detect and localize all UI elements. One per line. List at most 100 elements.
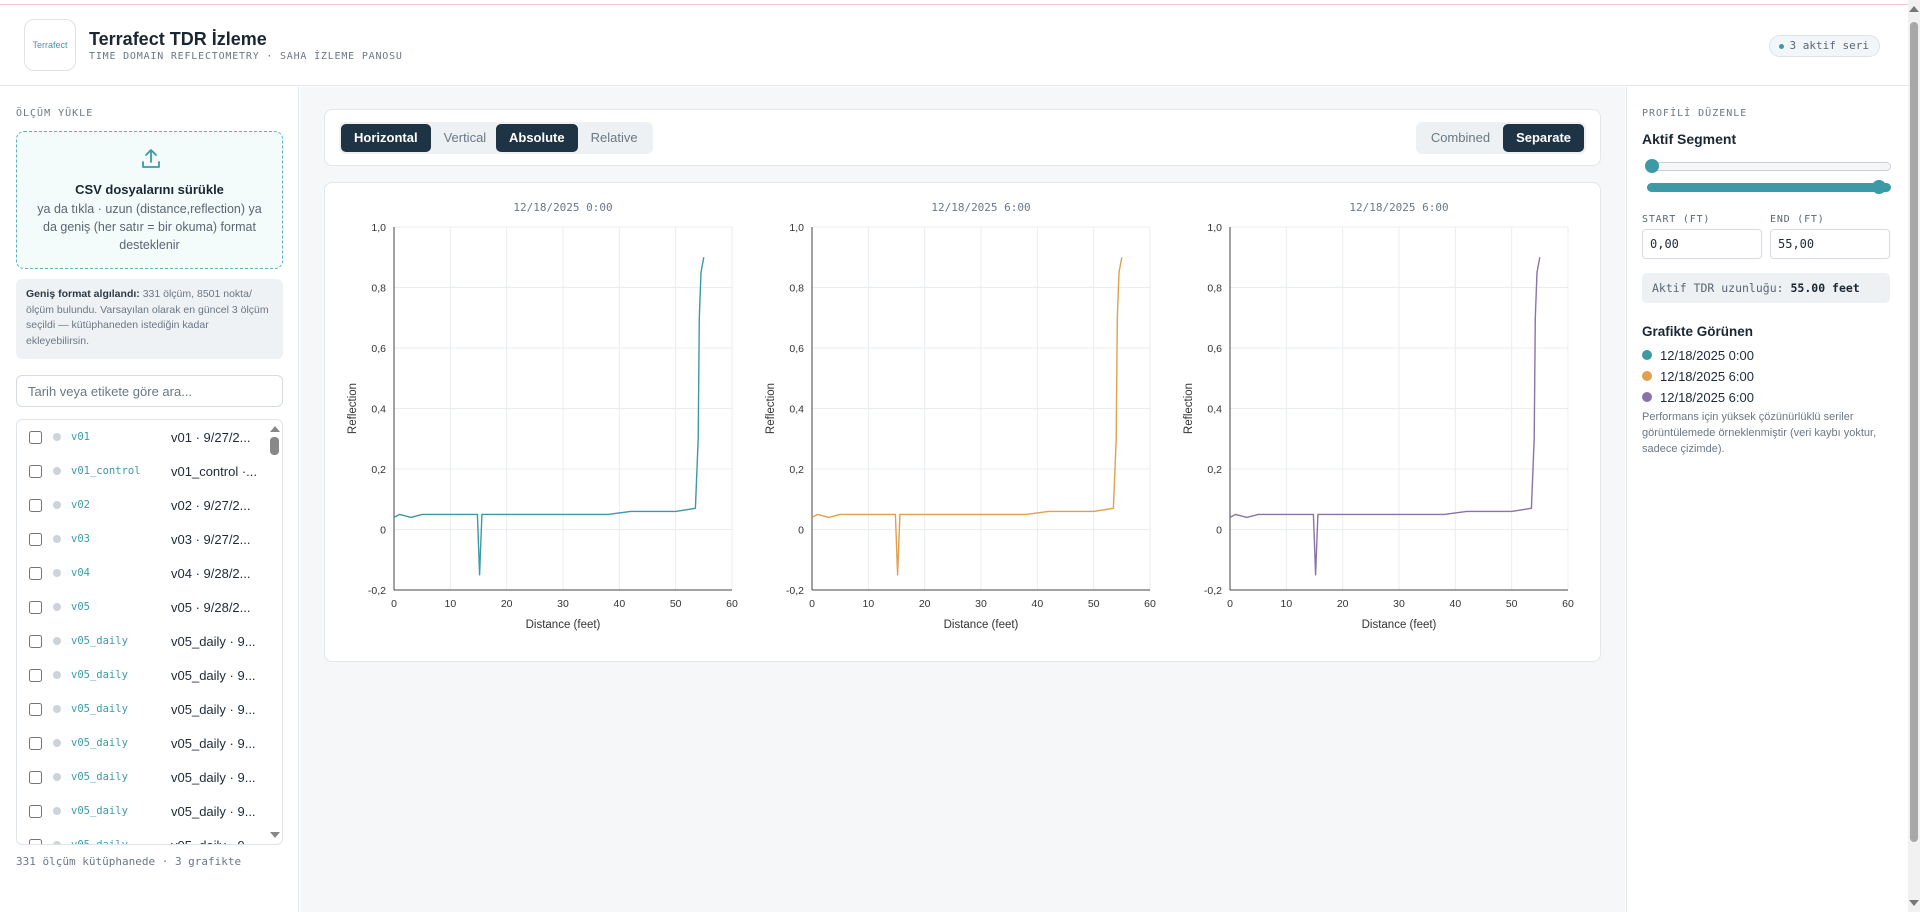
page-scroll-down-icon[interactable] [1909, 900, 1919, 906]
measurement-checkbox[interactable] [29, 838, 42, 844]
measurement-checkbox[interactable] [29, 498, 42, 512]
right-panel: PROFİLİ DÜZENLE Aktif Segment START (FT)… [1626, 87, 1908, 912]
series-color-dot [53, 807, 61, 815]
measurement-id: v01_control [71, 465, 141, 477]
legend-label: 12/18/2025 0:00 [1660, 347, 1754, 363]
measurement-row[interactable]: v05_daily v05_daily · 9... [17, 760, 282, 794]
page-scroll-thumb[interactable] [1910, 22, 1918, 842]
x-tick-label: 30 [1393, 598, 1405, 610]
measurement-checkbox[interactable] [29, 804, 42, 818]
page-scrollbar[interactable] [1908, 0, 1920, 912]
y-tick-label: 0 [798, 525, 804, 537]
measurement-checkbox[interactable] [29, 532, 42, 546]
y-tick-label: 0,6 [1207, 343, 1222, 355]
series-color-dot [53, 569, 61, 577]
y-tick-label: 1,0 [371, 222, 386, 234]
series-line [393, 257, 705, 576]
series-color-dot [53, 467, 61, 475]
measurement-label: v05_daily · 9... [171, 667, 256, 683]
y-tick-label: 1,0 [789, 222, 804, 234]
measurement-label: v05_daily · 9... [171, 803, 256, 819]
measurement-row[interactable]: v04 v04 · 9/28/2... [17, 556, 282, 590]
segment-start-slider[interactable] [1647, 162, 1891, 171]
scroll-down-arrow-icon[interactable] [270, 832, 280, 838]
measurement-row[interactable]: v05_daily v05_daily · 9... [17, 828, 282, 844]
separate-button[interactable]: Separate [1503, 124, 1584, 152]
x-tick-label: 0 [1227, 598, 1233, 610]
library-status: 331 ölçüm kütüphanede · 3 grafikte [16, 855, 242, 868]
y-tick-label: 0,2 [1207, 464, 1222, 476]
x-tick-label: 20 [501, 598, 513, 610]
measurement-id: v05_daily [71, 737, 128, 749]
list-scrollbar[interactable] [266, 420, 282, 844]
y-axis-label: Reflection [765, 383, 777, 434]
scroll-up-arrow-icon[interactable] [270, 426, 280, 432]
measurement-checkbox[interactable] [29, 600, 42, 614]
measurement-checkbox[interactable] [29, 702, 42, 716]
scroll-thumb[interactable] [270, 437, 279, 455]
measurement-row[interactable]: v02 v02 · 9/27/2... [17, 488, 282, 522]
measurement-label: v05_daily · 9... [171, 735, 256, 751]
measurement-row[interactable]: v05 v05 · 9/28/2... [17, 590, 282, 624]
measurement-row[interactable]: v05_daily v05_daily · 9... [17, 692, 282, 726]
charts-card: 12/18/2025 0:00 0 10 20 30 40 50 60 -0,2 0 0,2 0,4 0… [324, 182, 1601, 662]
measurement-row[interactable]: v05_daily v05_daily · 9... [17, 658, 282, 692]
vertical-button[interactable]: Vertical [443, 130, 487, 145]
end-slider-knob[interactable] [1872, 180, 1886, 194]
measurement-checkbox[interactable] [29, 736, 42, 750]
combined-button[interactable]: Combined [1430, 130, 1491, 145]
x-tick-label: 60 [726, 598, 738, 610]
measurement-search-input[interactable] [16, 375, 283, 407]
x-tick-label: 50 [1506, 598, 1518, 610]
y-tick-label: 0,4 [789, 404, 804, 416]
absolute-button[interactable]: Absolute [496, 124, 578, 152]
chart-title: 12/18/2025 6:00 [931, 201, 1030, 214]
x-tick-label: 40 [1031, 598, 1043, 610]
x-axis-label: Distance (feet) [1362, 619, 1437, 631]
measurement-checkbox[interactable] [29, 634, 42, 648]
measurement-id: v01 [71, 431, 90, 443]
start-slider-knob[interactable] [1645, 159, 1659, 173]
measurement-row[interactable]: v05_daily v05_daily · 9... [17, 624, 282, 658]
measurement-id: v05_daily [71, 771, 128, 783]
measurement-checkbox[interactable] [29, 566, 42, 580]
series-color-dot [53, 705, 61, 713]
x-tick-label: 50 [1088, 598, 1100, 610]
segment-end-slider[interactable] [1647, 183, 1891, 192]
x-tick-label: 0 [391, 598, 397, 610]
measurement-row[interactable]: v05_daily v05_daily · 9... [17, 726, 282, 760]
legend-item: 12/18/2025 6:00 [1642, 367, 1754, 385]
x-tick-label: 10 [1280, 598, 1292, 610]
mode-toggle: Absolute Relative [494, 122, 653, 154]
measurement-row[interactable]: v01_control v01_control ·... [17, 454, 282, 488]
top-accent-line [0, 0, 1908, 5]
notice-bold: Geniş format algılandı: [26, 288, 140, 300]
end-ft-input[interactable] [1770, 229, 1890, 259]
horizontal-button[interactable]: Horizontal [341, 124, 431, 152]
measurement-id: v04 [71, 567, 90, 579]
measurement-label: v01_control ·... [171, 463, 257, 479]
y-tick-label: -0,2 [786, 585, 804, 597]
y-tick-label: 0,6 [789, 343, 804, 355]
measurement-checkbox[interactable] [29, 770, 42, 784]
start-ft-input[interactable] [1642, 229, 1762, 259]
series-color-dot [53, 433, 61, 441]
chart-title: 12/18/2025 0:00 [513, 201, 612, 214]
csv-dropzone[interactable]: CSV dosyalarını sürükle ya da tıkla · uz… [16, 131, 283, 269]
y-tick-label: 0,8 [1207, 283, 1222, 295]
active-series-badge: 3 aktif seri [1768, 35, 1880, 57]
y-axis-label: Reflection [1183, 383, 1195, 434]
y-tick-label: 0,8 [371, 283, 386, 295]
relative-button[interactable]: Relative [590, 130, 638, 145]
measurement-checkbox[interactable] [29, 464, 42, 478]
tdr-length-value: 55.00 feet [1790, 281, 1860, 295]
legend-item: 12/18/2025 0:00 [1642, 346, 1754, 364]
measurement-row[interactable]: v03 v03 · 9/27/2... [17, 522, 282, 556]
measurement-row[interactable]: v01 v01 · 9/27/2... [17, 420, 282, 454]
measurement-row[interactable]: v05_daily v05_daily · 9... [17, 794, 282, 828]
legend-item: 12/18/2025 6:00 [1642, 388, 1754, 406]
page-scroll-up-icon[interactable] [1909, 6, 1919, 12]
measurement-checkbox[interactable] [29, 430, 42, 444]
measurement-checkbox[interactable] [29, 668, 42, 682]
y-tick-label: -0,2 [368, 585, 386, 597]
